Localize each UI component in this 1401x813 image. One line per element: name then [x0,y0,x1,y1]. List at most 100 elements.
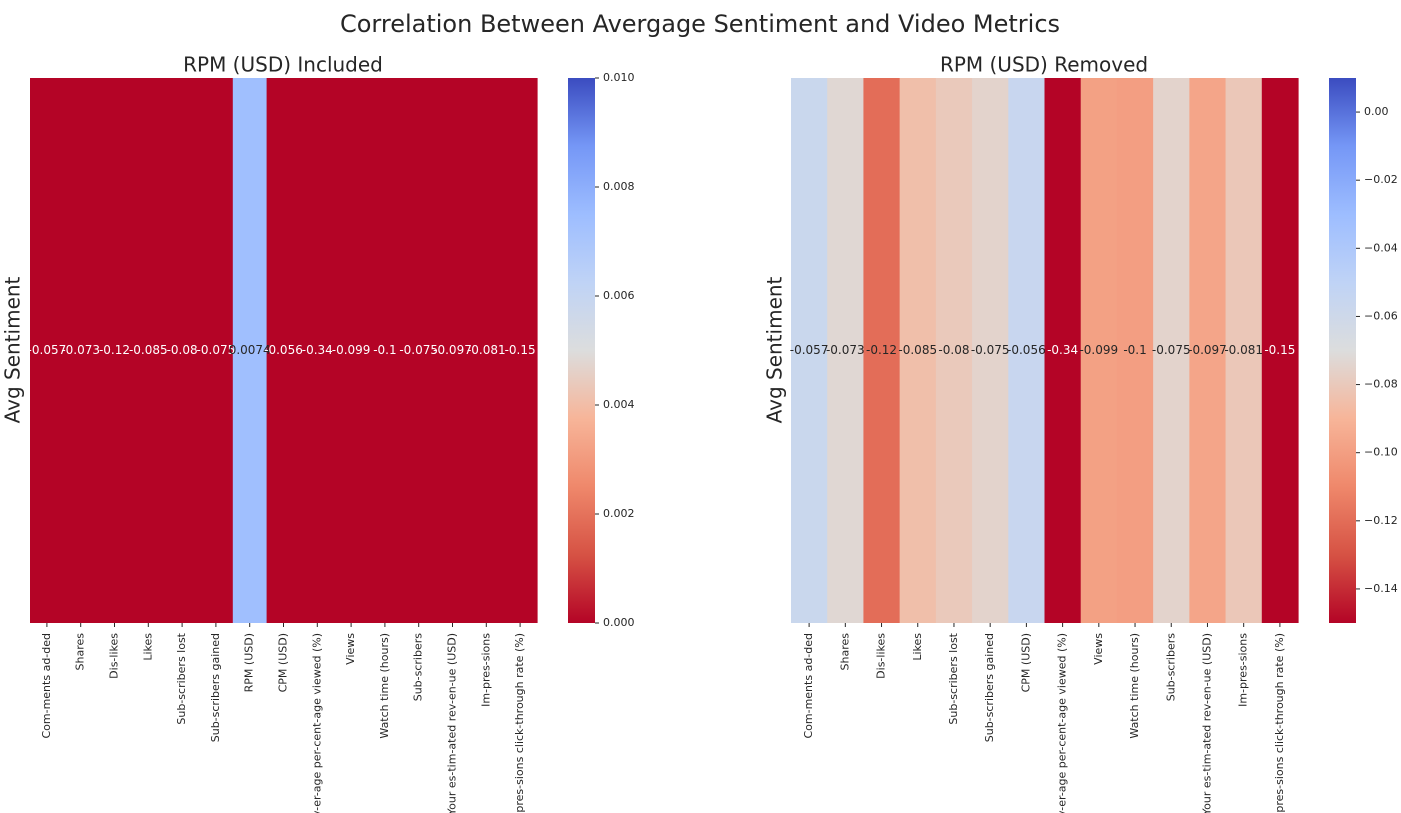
colorbar-gradient [1329,78,1356,623]
x-tick-label: Your es-tim-ated rev-en-ue (USD) [446,633,459,813]
heatmap-cell [791,78,828,623]
x-tick-label: Your es-tim-ated rev-en-ue (USD) [1200,633,1213,813]
x-tick-label: Likes [911,633,924,661]
cell-value-label: -0.097 [433,343,472,357]
figure-title: Correlation Between Avergage Sentiment a… [340,10,1060,38]
heatmap-cell [1008,78,1046,623]
cell-value-label: -0.085 [898,343,937,357]
colorbar-tick-label: −0.02 [1364,173,1398,186]
cell-value-label: -0.075 [1152,343,1191,357]
heatmap-cells [791,78,1299,623]
heatmap-cell [266,78,301,623]
heatmap-cell [503,78,538,623]
y-axis-label: Avg Sentiment [1,276,25,423]
colorbar-tick-label: −0.10 [1364,446,1398,459]
heatmap-cell [165,78,200,623]
cell-value-label: -0.057 [790,343,829,357]
x-tick-label: Sub-scribers gained [983,633,996,742]
colorbar: 0.000 0.002 0.004 0.006 0.008 0.010 [568,71,635,629]
colorbar-tick-label: 0.010 [603,71,635,84]
x-tick-label: Shares [74,633,87,671]
colorbar-ticks: 0.00 −0.02 −0.04 −0.06 −0.08 −0.10 −0.12 −0.14 [1356,105,1398,595]
x-tick-label: Watch time (hours) [1128,633,1141,739]
colorbar-ticks: 0.000 0.002 0.004 0.006 0.008 0.010 [595,71,635,629]
cell-value-label: -0.085 [129,343,168,357]
heatmap-cell [1225,78,1263,623]
x-tick-label: Sub-scribers [1164,633,1177,702]
x-tick-label: Sub-scribers lost [947,632,960,724]
x-tick-label: Likes [141,633,154,661]
panel-title: RPM (USD) Included [183,53,383,77]
x-tick-label: CPM (USD) [277,633,290,692]
x-tick-labels: Com-ments ad-ded Shares Dis-likes Likes Sub-… [40,623,526,813]
x-tick-label: Views [344,633,357,665]
x-tick-label: Com-ments ad-ded [802,633,815,739]
heatmap-cell [401,78,437,623]
colorbar-tick-label: 0.006 [603,289,635,302]
colorbar-tick-label: −0.06 [1364,309,1398,322]
heatmap-cell [1261,78,1299,623]
cell-value-labels: -0.057-0.073 -0.12 -0.085 -0.08 -0.075-0.056… [790,343,1296,357]
colorbar-tick-label: −0.14 [1364,582,1398,595]
cell-value-label: -0.12 [866,343,897,357]
cell-value-label: -0.099 [332,343,371,357]
cell-value-label: -0.073 [826,343,865,357]
heatmap-cell [334,78,369,623]
heatmap-cell [368,78,403,623]
cell-value-label: -0.097 [1188,343,1227,357]
x-tick-label: Views [1092,633,1105,665]
heatmap-cell [199,78,234,623]
heatmap-cell [97,78,132,623]
cell-value-label: -0.075 [197,343,236,357]
cell-value-label: -0.056 [264,343,303,357]
x-tick-label: Im-pres-sions click-through rate (%) [513,633,526,813]
colorbar-tick-label: −0.04 [1364,241,1398,254]
heatmap-cells [30,78,538,623]
heatmap-cell [63,78,99,623]
heatmap-cell [30,78,65,623]
x-tick-label: Av-er-age per-cent-age viewed (%) [310,633,323,813]
y-axis-label: Avg Sentiment [763,276,787,423]
heatmap-cell [131,78,166,623]
x-tick-label: Sub-scribers [412,633,425,702]
cell-value-label: -0.15 [505,343,536,357]
cell-value-label: -0.08 [938,343,969,357]
cell-value-label: -0.081 [467,343,506,357]
colorbar-tick-label: −0.12 [1364,514,1398,527]
cell-value-label: -0.12 [99,343,130,357]
x-tick-label: RPM (USD) [243,633,256,692]
heatmap-cell [972,78,1009,623]
heatmap-cell [863,78,901,623]
cell-value-label: -0.1 [373,343,396,357]
heatmap-cell [935,78,973,623]
colorbar: 0.00 −0.02 −0.04 −0.06 −0.08 −0.10 −0.12 −0.14 [1329,78,1398,623]
cell-value-label: -0.34 [302,343,333,357]
cell-value-label: -0.056 [1007,343,1046,357]
x-tick-label: Av-er-age per-cent-age viewed (%) [1056,633,1069,813]
x-tick-label: CPM (USD) [1019,633,1032,692]
colorbar-tick-label: 0.004 [603,398,635,411]
cell-value-label: -0.08 [167,343,198,357]
heatmap-cell [899,78,937,623]
heatmap-panel-rpm-removed: RPM (USD) Removed Avg Sentiment -0.057-0… [763,53,1398,813]
x-tick-label: Im-pres-sions click-through rate (%) [1273,633,1286,813]
cell-value-label: 0.0074 [229,343,271,357]
heatmap-cell [300,78,335,623]
x-tick-label: Com-ments ad-ded [40,633,53,739]
heatmap-cell [1116,78,1154,623]
cell-value-label: -0.073 [61,343,100,357]
cell-value-label: -0.075 [399,343,438,357]
x-tick-labels: Com-ments ad-ded Shares Dis-likes Likes Sub-… [802,623,1286,813]
cell-value-label: -0.075 [971,343,1010,357]
x-tick-label: Im-pres-sions [479,633,492,707]
x-tick-label: Shares [838,633,851,671]
colorbar-tick-label: 0.00 [1364,105,1389,118]
heatmap-cell [1153,78,1190,623]
panel-title: RPM (USD) Removed [940,53,1148,77]
x-tick-label: Dis-likes [875,633,888,679]
colorbar-tick-label: 0.008 [603,180,635,193]
heatmap-cell [232,78,268,623]
cell-value-label: -0.1 [1123,343,1146,357]
heatmap-cell [435,78,470,623]
